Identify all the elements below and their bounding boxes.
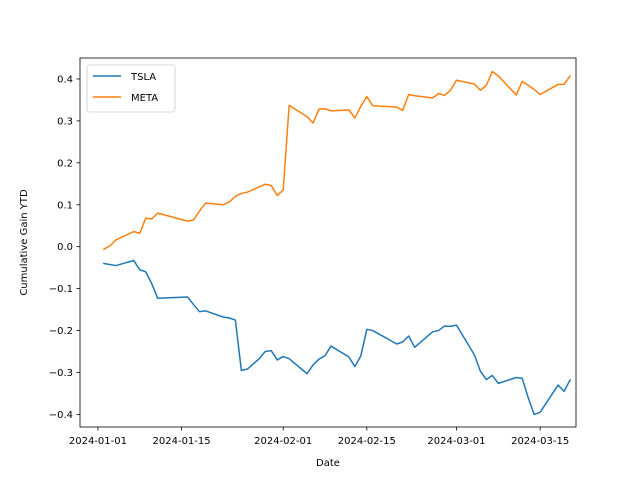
series-line-tsla	[103, 259, 572, 416]
y-tick-label: 0.3	[57, 116, 73, 127]
y-axis-label: Cumulative Gain YTD	[19, 189, 30, 296]
y-tick-label: −0.1	[49, 284, 73, 295]
series-layer	[102, 70, 572, 416]
y-tick-label: −0.4	[49, 410, 73, 421]
y-tick-label: 0.2	[57, 158, 73, 169]
legend-label-meta: META	[131, 93, 158, 104]
x-tick-label: 2024-02-01	[254, 436, 312, 447]
y-tick-label: 0.4	[57, 74, 73, 85]
y-tick-label: −0.3	[49, 368, 73, 379]
y-tick-label: −0.2	[49, 326, 73, 337]
y-axis-ticks: −0.4 −0.3 −0.2 −0.1 0.0 0.1 0.2 0.3 0.4	[49, 74, 80, 421]
x-axis-label: Date	[316, 458, 340, 469]
y-tick-label: 0.0	[57, 242, 73, 253]
y-tick-label: 0.1	[57, 200, 73, 211]
x-tick-label: 2024-01-01	[69, 436, 127, 447]
legend-label-tsla: TSLA	[130, 72, 156, 83]
x-tick-label: 2024-03-15	[511, 436, 569, 447]
x-tick-label: 2024-02-15	[338, 436, 396, 447]
series-line-meta	[102, 70, 572, 251]
x-tick-label: 2024-03-01	[427, 436, 485, 447]
legend: TSLA META	[86, 64, 176, 113]
plot-area-frame	[79, 57, 577, 428]
x-axis-ticks: 2024-01-01 2024-01-15 2024-02-01 2024-02-15…	[69, 427, 569, 447]
x-tick-label: 2024-01-15	[153, 436, 211, 447]
